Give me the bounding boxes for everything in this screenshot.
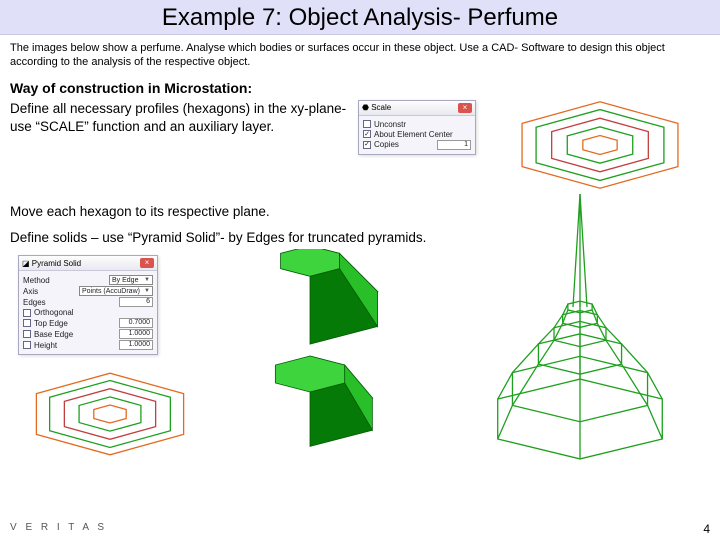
- opt-unconstr: Unconstr: [374, 120, 406, 129]
- pyramid-dialog-title: ◪ Pyramid Solid: [22, 259, 81, 268]
- method-label: Method: [23, 276, 50, 285]
- pyramid-dialog: ◪ Pyramid Solid × Method By Edge▼ Axis P…: [18, 255, 158, 355]
- checkbox-icon[interactable]: ✓: [363, 130, 371, 138]
- step-1-text: Define all necessary profiles (hexagons)…: [10, 100, 350, 136]
- close-icon[interactable]: ×: [458, 103, 472, 113]
- checkbox-icon[interactable]: [23, 341, 31, 349]
- chevron-down-icon: ▼: [144, 288, 150, 294]
- edges-label: Edges: [23, 298, 46, 307]
- axis-label: Axis: [23, 287, 38, 296]
- edges-field[interactable]: 6: [119, 297, 153, 307]
- brand-mark: V E R I T A S: [10, 522, 107, 536]
- opt-about-center: About Element Center: [374, 130, 453, 139]
- top-edge-field[interactable]: 0.7000: [119, 318, 153, 328]
- slide-title: Example 7: Object Analysis- Perfume: [0, 0, 720, 35]
- close-icon[interactable]: ×: [140, 258, 154, 268]
- hexagon-plan-wireframe-2: [10, 359, 210, 469]
- opt-copies: Copies: [374, 140, 399, 149]
- height-field[interactable]: 1.0000: [119, 340, 153, 350]
- opt-height: Height: [34, 341, 57, 350]
- opt-orthogonal: Orthogonal: [34, 308, 74, 317]
- page-number: 4: [703, 522, 710, 536]
- chevron-down-icon: ▼: [144, 277, 150, 283]
- checkbox-icon[interactable]: [23, 319, 31, 327]
- opt-base-edge: Base Edge: [34, 330, 73, 339]
- base-edge-field[interactable]: 1.0000: [119, 329, 153, 339]
- pyramid-solids: [200, 249, 420, 469]
- checkbox-icon[interactable]: [23, 330, 31, 338]
- hexagon-plan-wireframe: [490, 90, 710, 190]
- axis-select[interactable]: Points (AccuDraw)▼: [79, 286, 153, 296]
- intro-text: The images below show a perfume. Analyse…: [0, 35, 720, 74]
- scale-dialog: ⬣ Scale × Unconstr ✓About Element Center…: [358, 100, 476, 155]
- opt-top-edge: Top Edge: [34, 319, 68, 328]
- copies-field[interactable]: 1: [437, 140, 471, 150]
- method-select[interactable]: By Edge▼: [109, 275, 153, 285]
- checkbox-icon[interactable]: ✓: [363, 141, 371, 149]
- checkbox-icon[interactable]: [23, 309, 31, 317]
- bottle-wireframe: [450, 179, 710, 479]
- scale-dialog-title: ⬣ Scale: [362, 103, 391, 112]
- checkbox-icon[interactable]: [363, 120, 371, 128]
